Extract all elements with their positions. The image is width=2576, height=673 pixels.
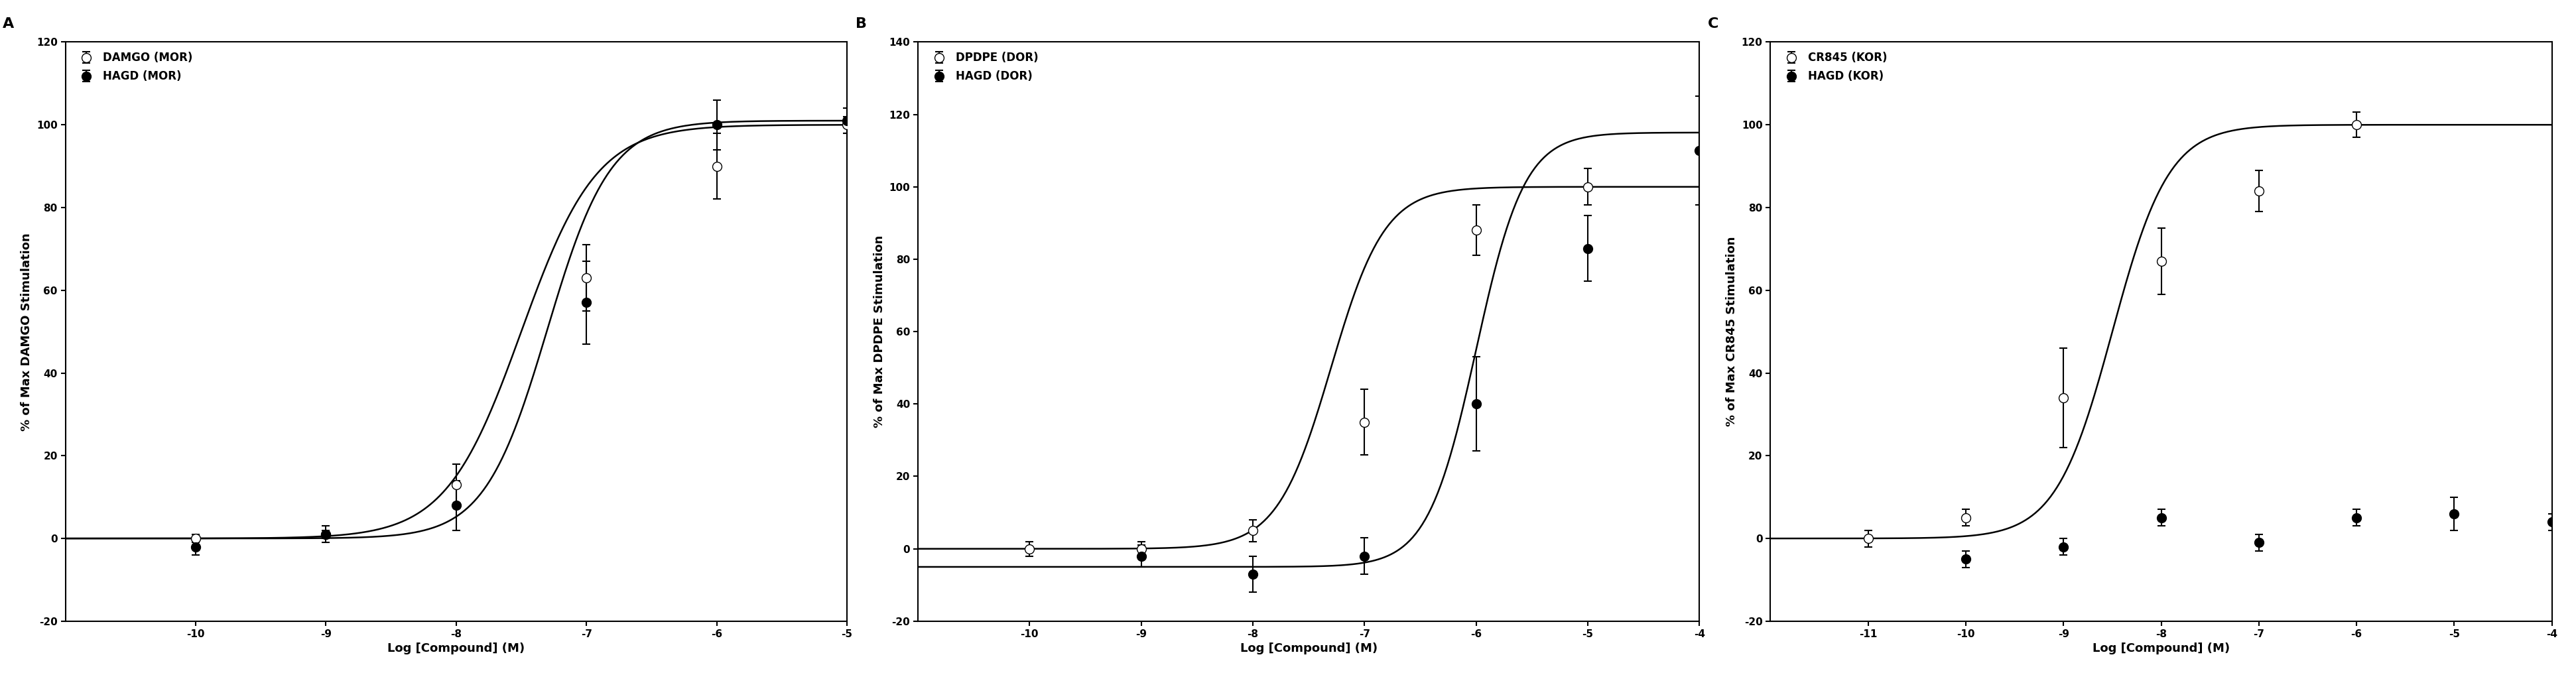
Legend: DAMGO (MOR), HAGD (MOR): DAMGO (MOR), HAGD (MOR) xyxy=(72,48,198,87)
Legend: DPDPE (DOR), HAGD (DOR): DPDPE (DOR), HAGD (DOR) xyxy=(922,48,1043,87)
Text: B: B xyxy=(855,17,866,30)
Y-axis label: % of Max DPDPE Stimulation: % of Max DPDPE Stimulation xyxy=(873,236,886,428)
Y-axis label: % of Max DAMGO Stimulation: % of Max DAMGO Stimulation xyxy=(21,233,33,431)
Text: C: C xyxy=(1708,17,1718,30)
X-axis label: Log [Compound] (M): Log [Compound] (M) xyxy=(1239,643,1378,655)
Y-axis label: % of Max CR845 Stimulation: % of Max CR845 Stimulation xyxy=(1726,237,1739,427)
X-axis label: Log [Compound] (M): Log [Compound] (M) xyxy=(2092,643,2231,655)
X-axis label: Log [Compound] (M): Log [Compound] (M) xyxy=(386,643,526,655)
Legend: CR845 (KOR), HAGD (KOR): CR845 (KOR), HAGD (KOR) xyxy=(1775,48,1891,87)
Text: A: A xyxy=(3,17,15,30)
